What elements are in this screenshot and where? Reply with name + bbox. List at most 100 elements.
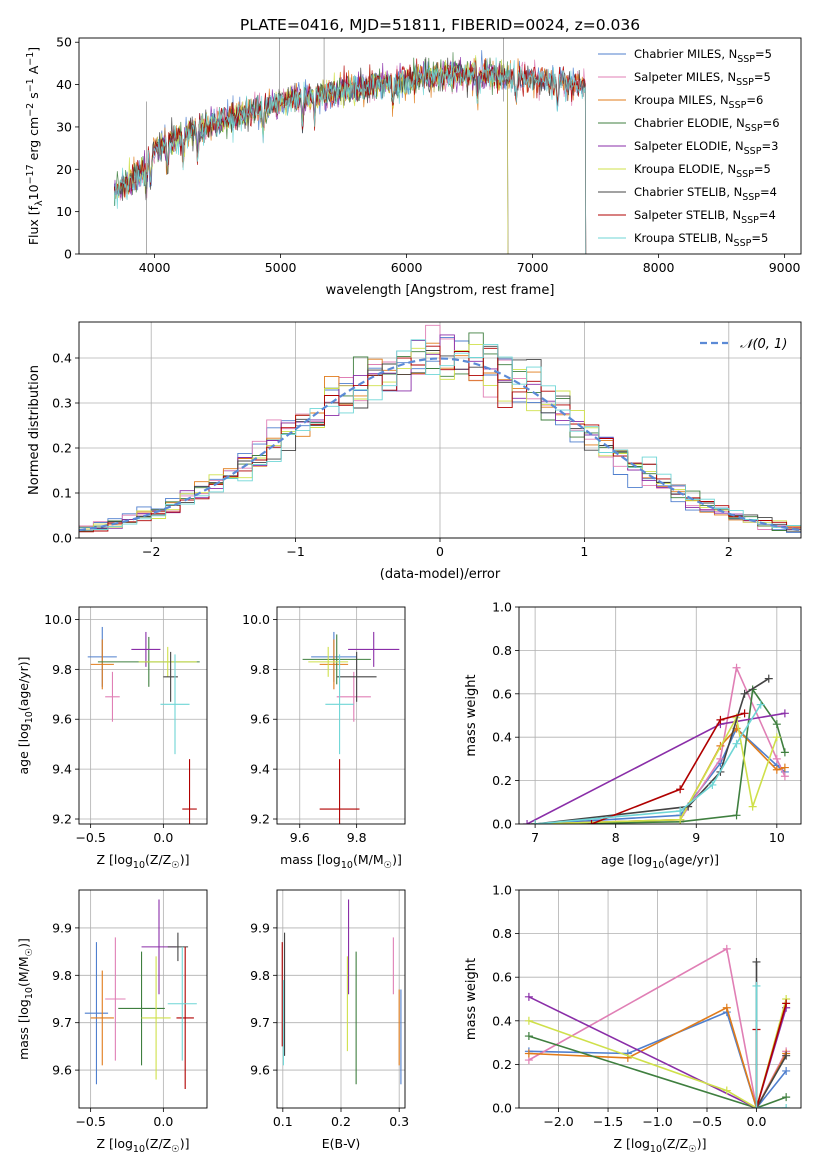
weight-marker	[780, 709, 789, 718]
weight-marker	[732, 663, 741, 672]
spectrum-legend: Chabrier MILES, NSSP=5 Salpeter MILES, NS…	[598, 47, 780, 249]
y-tick-label: 9.8	[52, 662, 72, 677]
weight-line	[591, 712, 745, 824]
legend-label: 𝒩(0, 1)	[740, 337, 787, 352]
legend-label: Salpeter STELIB, NSSP=4	[634, 208, 776, 226]
y-tick-label: 10.0	[44, 612, 72, 627]
weight-marker	[708, 780, 717, 789]
mass-vs-ebv-points	[281, 899, 402, 1085]
y-tick-label: 0.6	[492, 686, 512, 701]
axes-frame	[518, 889, 802, 1109]
y-tick-label: 9.7	[250, 1015, 270, 1030]
weight-marker	[722, 1003, 731, 1012]
weight-line	[755, 961, 787, 1108]
weight-marker	[524, 992, 533, 1001]
weight-marker	[782, 1066, 791, 1075]
y-tick-label: 10	[56, 204, 72, 219]
y-tick-label: 40	[56, 77, 72, 92]
y-tick-label: 9.2	[250, 812, 270, 827]
axes-frame	[78, 889, 208, 1109]
x-axis-label: wavelength [Angstrom, rest frame]	[326, 283, 555, 298]
x-axis-label: E(B-V)	[322, 1136, 361, 1151]
y-tick-label: 20	[56, 162, 72, 177]
weight-line	[535, 687, 786, 824]
x-tick-label: 10	[769, 830, 785, 845]
y-tick-label: 0.4	[492, 1013, 512, 1028]
y-tick-label: 1.0	[492, 883, 512, 898]
y-axis-label: mass [log10(M/M☉)]	[16, 938, 35, 1060]
weight-vs-Z-axes: −2.0 −1.5 −1.0 −0.5 0.0 0.0 0.2 0.4 0.6 0.8 1.0 Z […	[464, 883, 802, 1155]
mass-vs-Z-points	[84, 899, 197, 1090]
y-tick-label: 30	[56, 119, 72, 134]
weight-marker	[676, 815, 685, 824]
x-tick-label: 5000	[265, 260, 297, 275]
weight-marker	[782, 999, 791, 1008]
weight-marker	[524, 1049, 533, 1058]
y-axis-label: mass weight	[464, 958, 479, 1040]
y-tick-label: 9.6	[250, 712, 270, 727]
x-tick-label: −2.0	[543, 1114, 573, 1129]
axes-frame	[276, 889, 406, 1109]
axes-frame	[78, 321, 802, 539]
x-tick-label: 7000	[517, 260, 549, 275]
y-axis-label: Normed distribution	[27, 365, 42, 495]
legend-label: Chabrier STELIB, NSSP=4	[634, 185, 777, 203]
y-tick-label: 0.8	[492, 643, 512, 658]
legend-label: Kroupa STELIB, NSSP=5	[634, 231, 768, 249]
weight-vs-age-axes: 7 8 9 10 0.0 0.2 0.4 0.6 0.8 1.0 age [log10(age/yr…	[464, 600, 802, 871]
x-axis-label: Z [log10(Z/Z☉)]	[96, 1136, 189, 1155]
weight-marker	[752, 1104, 761, 1108]
x-tick-label: −1	[286, 544, 304, 559]
y-tick-label: 9.4	[52, 762, 72, 777]
x-tick-label: 0.0	[153, 830, 173, 845]
y-tick-label: 9.7	[52, 1015, 72, 1030]
x-tick-label: 0.1	[273, 1114, 293, 1129]
figure-title: PLATE=0416, MJD=51811, FIBERID=0024, z=0…	[240, 16, 640, 34]
x-tick-label: 0.2	[331, 1114, 351, 1129]
x-tick-label: 9000	[769, 260, 801, 275]
weight-marker	[587, 820, 596, 824]
y-tick-label: 0	[64, 247, 72, 262]
y-tick-label: 9.2	[52, 812, 72, 827]
residual-legend: 𝒩(0, 1)	[700, 337, 787, 352]
y-tick-label: 1.0	[492, 600, 512, 615]
x-tick-label: −2	[142, 544, 160, 559]
legend-label: Kroupa ELODIE, NSSP=5	[634, 162, 771, 180]
y-tick-label: 9.4	[250, 762, 270, 777]
weight-marker	[524, 1016, 533, 1025]
axes-frame	[518, 606, 802, 825]
x-tick-label: 0.0	[747, 1114, 767, 1129]
y-tick-label: 0.6	[492, 970, 512, 985]
weight-marker	[772, 754, 781, 763]
weight-marker	[752, 957, 761, 966]
x-tick-label: 0	[436, 544, 444, 559]
x-tick-label: −0.5	[75, 1114, 105, 1129]
y-tick-label: 0.0	[492, 1101, 512, 1116]
x-axis-label: Z [log10(Z/Z☉)]	[96, 852, 189, 871]
x-tick-label: 9.8	[347, 830, 367, 845]
weight-marker	[740, 709, 749, 718]
y-tick-label: 9.6	[250, 1063, 270, 1078]
y-tick-label: 50	[56, 35, 72, 50]
weight-marker	[782, 1051, 791, 1060]
y-tick-label: 9.6	[52, 712, 72, 727]
x-axis-label: (data-model)/error	[380, 567, 501, 582]
legend-label: Kroupa MILES, NSSP=6	[634, 93, 763, 111]
mass-vs-Z-axes: −0.5 0.0 9.6 9.7 9.8 9.9 Z [log10(Z/Z☉)] mass […	[16, 889, 208, 1155]
y-tick-label: 0.4	[52, 351, 72, 366]
x-tick-label: 8000	[643, 260, 675, 275]
x-tick-label: 1	[580, 544, 588, 559]
weight-marker	[716, 754, 725, 763]
x-axis-label: mass [log10(M/M☉)]	[280, 852, 402, 871]
weight-line	[528, 1035, 787, 1108]
weight-marker	[740, 689, 749, 698]
weight-marker	[780, 772, 789, 781]
age-vs-Z-axes: −0.5 0.0 9.2 9.4 9.6 9.8 10.0 Z [log10(Z/Z☉)] ag…	[16, 606, 208, 871]
x-tick-label: 0.3	[389, 1114, 409, 1129]
weight-marker	[780, 763, 789, 772]
x-tick-label: −1.5	[593, 1114, 623, 1129]
x-axis-label: Z [log10(Z/Z☉)]	[613, 1136, 706, 1155]
x-tick-label: −1.0	[642, 1114, 672, 1129]
y-axis-label: Flux [fλ10−17 erg cm−2 s−1 A−1]	[25, 47, 45, 245]
y-tick-label: 0.1	[52, 486, 72, 501]
